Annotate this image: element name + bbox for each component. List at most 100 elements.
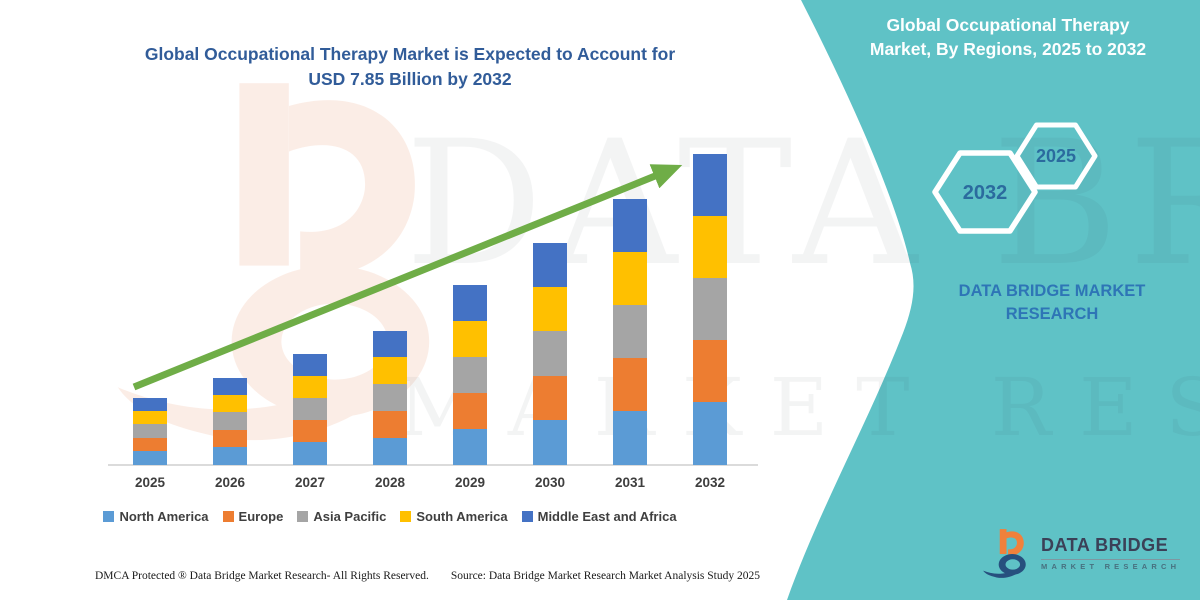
- legend-label: South America: [416, 509, 508, 524]
- bar-segment: [133, 438, 167, 451]
- bar-segment: [213, 447, 247, 465]
- side-panel-brand-line2: RESEARCH: [1005, 305, 1099, 324]
- bar-segment: [213, 395, 247, 412]
- bar-segment: [213, 412, 247, 430]
- logo-b-watermark: [117, 83, 430, 441]
- bar-segment: [133, 451, 167, 465]
- side-panel-title-line1: Global Occupational Therapy: [886, 15, 1130, 35]
- hexagon-2025-label: 2025: [1036, 146, 1076, 166]
- bar-segment: [613, 199, 647, 252]
- data-bridge-logo-icon: [983, 529, 1026, 578]
- logo-b-arc: [1006, 531, 1024, 556]
- brand-watermark-line2: MARKET RESEARCH: [398, 361, 1200, 454]
- legend-swatch: [103, 511, 115, 522]
- legend-swatch: [521, 511, 533, 522]
- hexagon-2032-label: 2032: [963, 182, 1008, 204]
- plot-area: 2025 2026 2027 2028 2029 2030 2031 2032: [108, 154, 758, 490]
- stacked-bar-2026: [213, 378, 247, 465]
- trend-arrow: [132, 164, 683, 391]
- stacked-bar-2027: [293, 354, 327, 465]
- bar-segment: [533, 376, 567, 420]
- bar-segment: [453, 285, 487, 321]
- stacked-bar-2025: [133, 398, 167, 465]
- bar-segment: [613, 252, 647, 305]
- bar-segment: [133, 411, 167, 424]
- stacked-bar-2028: [373, 331, 407, 465]
- legend-label: Asia Pacific: [313, 509, 387, 524]
- side-panel-title-line2: Market, By Regions, 2025 to 2032: [869, 38, 1147, 59]
- bar-segment: [373, 384, 407, 411]
- teal-panel-shape: [787, 0, 1200, 600]
- trend-arrow-line: [132, 164, 683, 391]
- chart-title: Global Occupational Therapy Market is Ex…: [80, 42, 740, 93]
- x-axis-label: 2025: [134, 475, 166, 490]
- x-axis-label: 2032: [694, 475, 726, 490]
- legend-label: Europe: [238, 509, 284, 524]
- x-axis-label: 2027: [294, 475, 326, 490]
- bar-segment: [293, 376, 327, 398]
- bar-segment: [533, 287, 567, 331]
- legend-item: Europe: [222, 509, 284, 524]
- bar-segment: [293, 420, 327, 442]
- stacked-bar-2031: [613, 199, 647, 465]
- legend-swatch: [222, 511, 234, 522]
- x-axis-label: 2031: [614, 475, 646, 490]
- bar-segment: [453, 429, 487, 465]
- bar-segment: [613, 411, 647, 465]
- bar-segment: [533, 331, 567, 376]
- side-panel-brand-line1: DATA BRIDGE MARKET: [958, 282, 1146, 300]
- bar-segment: [693, 278, 727, 340]
- data-bridge-logo: DATA BRIDGE MARKET RESEARCH: [980, 524, 1181, 582]
- x-axis-label: 2030: [534, 475, 566, 490]
- chart-title-line1: Global Occupational Therapy Market is Ex…: [144, 44, 676, 64]
- stacked-bar-2032: [693, 154, 727, 465]
- stacked-bar-2030: [533, 243, 567, 465]
- side-panel-title: Global Occupational Therapy Market, By R…: [826, 14, 1190, 61]
- legend-item: South America: [400, 509, 508, 524]
- bar-segment: [373, 438, 407, 465]
- bar-segment: [373, 411, 407, 438]
- x-axis-label: 2026: [214, 475, 246, 490]
- bar-segment: [693, 402, 727, 465]
- legend-item: Asia Pacific: [297, 509, 386, 524]
- bar-segment: [133, 398, 167, 411]
- legend-swatch: [400, 511, 412, 522]
- bar-segment: [213, 430, 247, 447]
- logo-b-swoosh: [983, 564, 1025, 578]
- logo-divider: [1041, 559, 1181, 560]
- year-hexagons: 2032 2025: [932, 122, 1098, 234]
- legend-swatch: [297, 511, 309, 522]
- bar-segment: [453, 393, 487, 429]
- bar-segment: [133, 424, 167, 438]
- bar-segment: [613, 305, 647, 358]
- watermark-b-stem: [239, 83, 289, 266]
- logo-b-stem: [999, 529, 1007, 555]
- bar-segment: [293, 398, 327, 420]
- bar-segment: [373, 331, 407, 357]
- bar-segment: [693, 216, 727, 278]
- bar-segment: [293, 442, 327, 465]
- logo-subtitle: MARKET RESEARCH: [1041, 562, 1181, 571]
- legend-item: Middle East and Africa: [521, 509, 677, 524]
- side-panel-brand-text: DATA BRIDGE MARKET RESEARCH: [932, 280, 1172, 326]
- x-axis-label: 2029: [454, 475, 486, 490]
- legend-label: North America: [119, 509, 209, 524]
- watermark-b-swoosh: [117, 341, 422, 441]
- x-axis-label: 2028: [374, 475, 406, 490]
- bar-segment: [453, 321, 487, 357]
- bar-segment: [213, 378, 247, 395]
- bar-segment: [453, 357, 487, 393]
- footer-copyright: DMCA Protected ® Data Bridge Market Rese…: [95, 570, 429, 582]
- bar-segment: [613, 358, 647, 411]
- hexagon-2032: [932, 150, 1038, 234]
- chart-legend: North America Europe Asia Pacific South Ame…: [0, 509, 780, 524]
- legend-item: North America: [103, 509, 209, 524]
- x-axis-line: [108, 464, 758, 466]
- bar-segment: [293, 354, 327, 376]
- logo-name: DATA BRIDGE: [1041, 535, 1169, 555]
- hexagon-2025: [1014, 122, 1098, 190]
- watermark-b-arc: [288, 100, 415, 278]
- bar-segment: [533, 243, 567, 287]
